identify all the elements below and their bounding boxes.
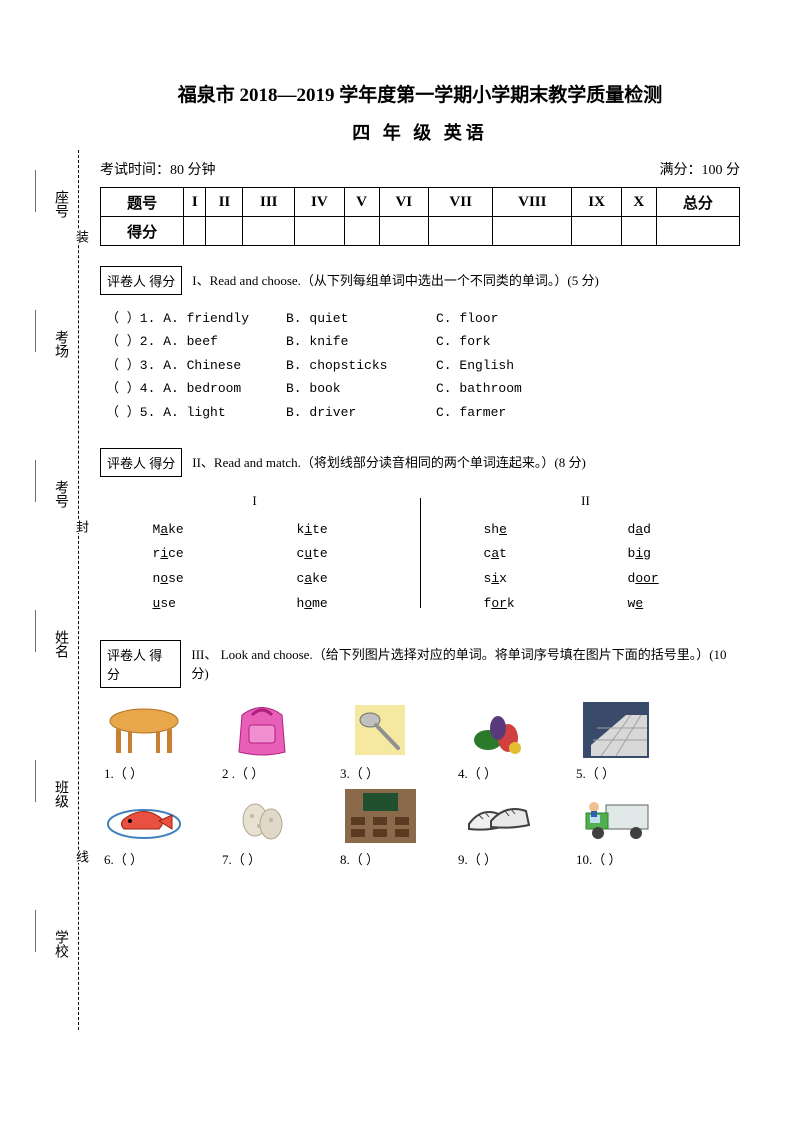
label-seat: 座号 [50,190,70,218]
section3-header: III、 Look and choose.（给下列图片选择对应的单词。将单词序号… [191,640,740,682]
pic-classroom [340,786,420,846]
pic-shoes [458,786,538,846]
label-name: 姓名 [50,630,70,658]
label-class: 班级 [50,780,70,808]
grade-box-3: 评卷人 得分 [100,640,181,688]
label-school: 学校 [50,930,70,958]
pic-vegetables [458,700,538,760]
pic-schoolbag [222,700,302,760]
pic-driver [576,786,656,846]
section2-header: II、Read and match.（将划线部分读音相同的两个单词连起来。）(8… [192,448,586,471]
cut-label-3: 线 [72,850,91,863]
section1-questions: （ ）1. A. friendlyB. quietC. floor（ ）2. A… [106,307,740,424]
cut-label-2: 封 [72,520,91,533]
cut-label-1: 装 [72,230,91,243]
page-subtitle: 四 年 级 英语 [100,119,740,145]
pic-table [104,700,184,760]
section1-header: I、Read and choose.（从下列每组单词中选出一个不同类的单词。）(… [192,266,599,289]
exam-time: 考试时间：80 分钟 [100,159,216,179]
picture-row-2: 6.（ ） 7.（ ） 8.（ ） 9.（ ） 10.（ ） [104,786,740,868]
pic-eggs [222,786,302,846]
grade-box-1: 评卷人 得分 [100,266,182,295]
score-table: 题号IIIIIIIVVVIVIIVIIIIXX总分 得分 [100,187,740,246]
page-title: 福泉市 2018—2019 学年度第一学期小学期末教学质量检测 [100,80,740,107]
full-score: 满分：100 分 [660,159,741,179]
binding-margin: 座号 ＿＿＿ 考场 ＿＿＿ 考号 ＿＿＿ 姓名 ＿＿＿ 班级 ＿＿＿ 学校 ＿＿… [20,130,90,1030]
label-room: 考场 [50,330,70,358]
picture-row-1: 1.（ ） 2 .（ ） 3.（ ） 4.（ ） 5.（ ） [104,700,740,782]
pic-spoon [340,700,420,760]
cut-line [78,150,79,1030]
grade-box-2: 评卷人 得分 [100,448,182,477]
section2-match: I Makekitericecutenosecakeusehome II she… [100,489,740,616]
pic-fish [104,786,184,846]
label-examno: 考号 [50,480,70,508]
pic-floor [576,700,656,760]
